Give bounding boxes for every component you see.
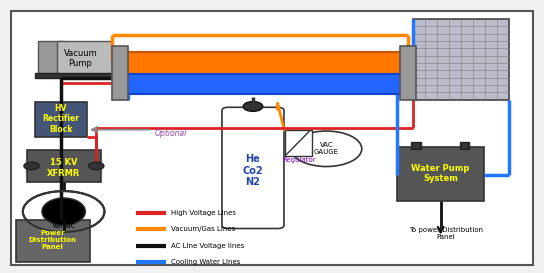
Text: Optional: Optional	[155, 129, 187, 138]
Bar	[57, 41, 112, 74]
Text: Vacuum/Gas Lines: Vacuum/Gas Lines	[171, 226, 236, 232]
Bar	[411, 142, 421, 149]
Bar	[413, 19, 509, 100]
Bar	[38, 41, 65, 74]
Text: To power Distribution
Panel: To power Distribution Panel	[409, 227, 483, 240]
Text: HV
Rectifier
Block: HV Rectifier Block	[42, 104, 79, 134]
Bar	[16, 220, 90, 262]
Circle shape	[89, 162, 104, 170]
Bar	[460, 142, 469, 149]
Circle shape	[291, 131, 362, 167]
Bar	[120, 74, 403, 94]
Bar	[35, 73, 114, 78]
Bar	[285, 130, 312, 156]
Circle shape	[23, 191, 104, 232]
Bar	[397, 147, 484, 201]
Text: Water Pump
System: Water Pump System	[411, 164, 470, 183]
Bar	[120, 52, 403, 76]
Text: Regulator: Regulator	[282, 157, 316, 163]
FancyBboxPatch shape	[222, 107, 284, 229]
Bar	[112, 46, 128, 100]
Text: High Voltage Lines: High Voltage Lines	[171, 210, 236, 216]
Text: AC Line Voltage lines: AC Line Voltage lines	[171, 243, 245, 249]
Circle shape	[24, 162, 39, 170]
Text: Power
Distribution
Panel: Power Distribution Panel	[29, 230, 77, 250]
Text: 15 KV
XFRMR: 15 KV XFRMR	[47, 158, 81, 178]
Text: VAC
GAUGE: VAC GAUGE	[314, 142, 339, 155]
Bar	[400, 46, 416, 100]
Bar	[27, 150, 101, 182]
Circle shape	[243, 102, 263, 111]
Text: He
Co2
N2: He Co2 N2	[243, 154, 263, 187]
Bar	[35, 102, 87, 136]
Text: Cooling Water Lines: Cooling Water Lines	[171, 259, 241, 265]
Text: Variac: Variac	[52, 221, 76, 230]
Text: Vacuum
Pump: Vacuum Pump	[64, 49, 97, 69]
Ellipse shape	[42, 198, 85, 225]
